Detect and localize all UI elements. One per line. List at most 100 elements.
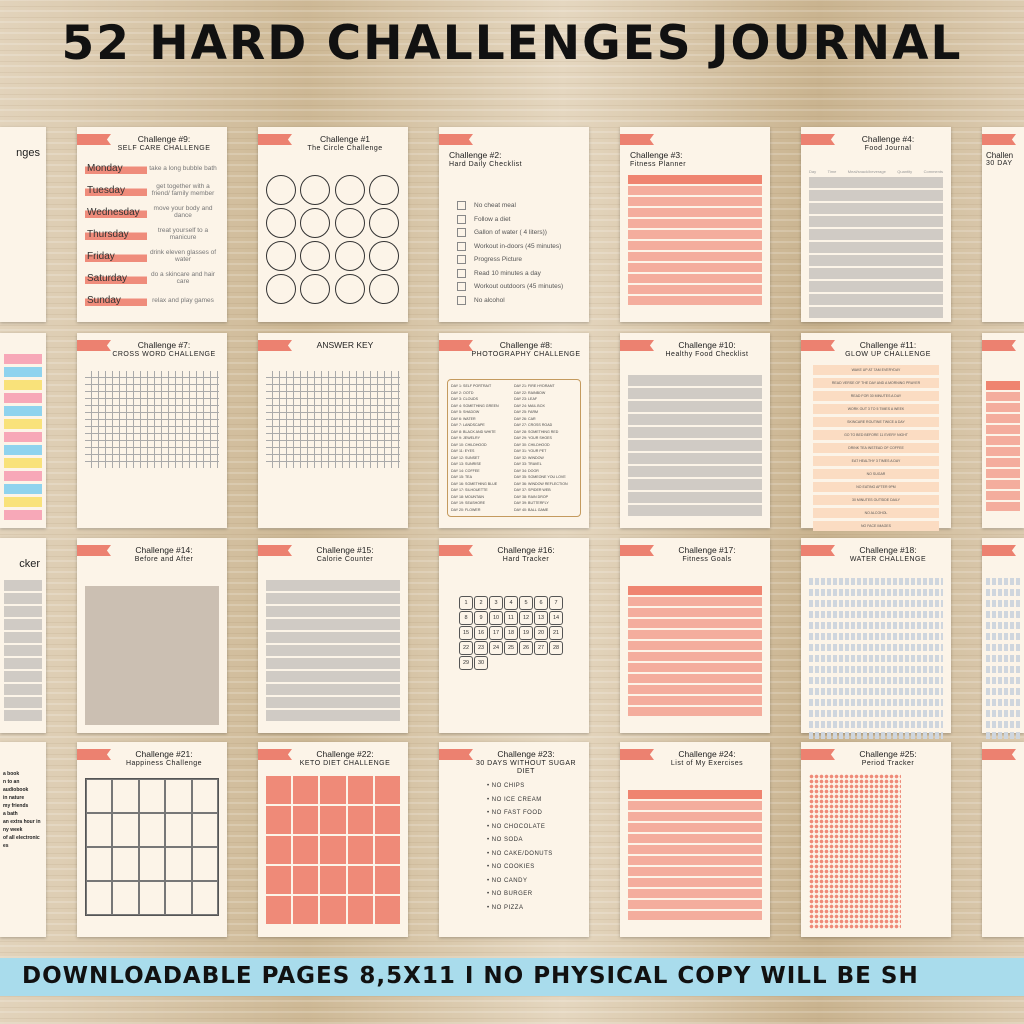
water-row: [809, 622, 943, 629]
day-label: Monday: [85, 162, 147, 174]
photo-item: DAY 16: SOMETHING BLUE: [451, 481, 498, 486]
ribbon-flag: [982, 340, 1016, 351]
journal-page[interactable]: [982, 333, 1024, 528]
glow-item: READ FOR 30 MINUTES A DAY: [813, 391, 939, 401]
happiness-cell: [86, 847, 113, 881]
photo-item: DAY 27: CROSS ROAD: [514, 423, 553, 427]
journal-page[interactable]: Challenge #14: Before and After: [77, 538, 227, 733]
day-row: Thursday treat yourself to a manicure: [85, 223, 219, 245]
photo-item: DAY 28: SOMETHING RED: [514, 429, 559, 434]
journal-page[interactable]: nges: [0, 127, 46, 322]
page-content: [85, 586, 219, 725]
journal-page[interactable]: Challen 30 DAY: [982, 127, 1024, 322]
column-header: Meal/snack/beverage: [847, 169, 886, 174]
hex-cell: 20: [534, 626, 548, 640]
page-content: [4, 580, 42, 725]
journal-page[interactable]: Challenge #7: CROSS WORD CHALLENGE: [77, 333, 227, 528]
journal-page[interactable]: Challenge #23: 30 DAYS WITHOUT SUGAR DIET…: [439, 742, 589, 937]
page-title: 52 HARD CHALLENGES JOURNAL: [61, 16, 963, 71]
table-row: [809, 294, 943, 305]
hex-cell: 22: [459, 641, 473, 655]
keto-cell: [266, 776, 292, 804]
table-row: [809, 268, 943, 279]
journal-page[interactable]: Challenge #8: PHOTOGRAPHY CHALLENGE DAY 1:…: [439, 333, 589, 528]
day-row: Saturday do a skincare and hair care: [85, 267, 219, 289]
happiness-grid: [85, 778, 219, 916]
keto-cell: [374, 836, 400, 864]
journal-page[interactable]: [982, 742, 1024, 937]
table-row: [986, 436, 1020, 445]
hex-cell: 11: [504, 611, 518, 625]
journal-page[interactable]: Challenge #16: Hard Tracker 1 2 3 4 5 6 7 8 9 10 11 1…: [439, 538, 589, 733]
page-title: Challenge #17: Fitness Goals: [620, 545, 770, 564]
table-row: [809, 281, 943, 292]
journal-page[interactable]: Challenge #21: Happiness Challenge: [77, 742, 227, 937]
hex-cell: 17: [489, 626, 503, 640]
photo-item: DAY 23: LEAF: [514, 397, 538, 401]
glow-item: GO TO BED BEFORE 11 EVERY NIGHT: [813, 430, 939, 440]
journal-page[interactable]: ANSWER KEY: [258, 333, 408, 528]
table-row: [266, 710, 400, 721]
page-title: ANSWER KEY: [316, 340, 374, 350]
journal-page[interactable]: a book n to an audiobook in nature my frien…: [0, 742, 46, 937]
table-row: [628, 707, 762, 716]
keto-cell: [293, 896, 319, 924]
table-row: [628, 889, 762, 898]
photo-item: DAY 25: FARM: [514, 410, 539, 414]
journal-page[interactable]: [982, 538, 1024, 739]
keto-cell: [320, 806, 346, 834]
ribbon-flag: [439, 749, 473, 760]
journal-page[interactable]: Challenge #2: Hard Daily Checklist No chea…: [439, 127, 589, 322]
happiness-cell: [191, 847, 218, 881]
hex-cell: 25: [504, 641, 518, 655]
activity-item: an extra hour in: [3, 819, 41, 825]
journal-page[interactable]: cker: [0, 538, 46, 733]
journal-page[interactable]: Challenge #1 The Circle Challenge: [258, 127, 408, 322]
table-row: [4, 593, 42, 604]
journal-page[interactable]: Challenge #25: Period Tracker: [801, 742, 951, 937]
day-label: Thursday: [85, 228, 147, 240]
table-row: [986, 403, 1020, 412]
sugar-item: NO CANDY: [487, 875, 581, 889]
table-row: [4, 684, 42, 695]
journal-page[interactable]: Challenge #15: Calorie Counter: [258, 538, 408, 733]
photo-item: DAY 24: MAIL BOX: [514, 403, 545, 408]
activity-list: a book n to an audiobook in nature my frien…: [3, 770, 44, 850]
table-row: [4, 632, 42, 643]
table-row: [628, 274, 762, 283]
photo-item: DAY 39: BUTTERFLY: [514, 501, 549, 505]
circle: [334, 241, 365, 271]
checklist-item: Progress Picture: [457, 253, 581, 267]
page-title: cker: [19, 558, 40, 570]
journal-page[interactable]: Challenge #22: KETO DIET CHALLENGE: [258, 742, 408, 937]
journal-page[interactable]: Challenge #24: List of My Exercises: [620, 742, 770, 937]
table-row: [628, 296, 762, 305]
ribbon-flag: [258, 340, 292, 351]
checklist-item: Workout in-doors (45 minutes): [457, 240, 581, 254]
water-row: [986, 666, 1020, 673]
journal-page[interactable]: Challenge #18: WATER CHALLENGE: [801, 538, 951, 739]
day-row: Monday take a long bubble bath: [85, 157, 219, 179]
table-row: [628, 427, 762, 438]
journal-page[interactable]: Challenge #10: Healthy Food Checklist: [620, 333, 770, 528]
journal-page[interactable]: Challenge #9: SELF CARE CHALLENGE Monday ta…: [77, 127, 227, 322]
table-row: [628, 388, 762, 399]
ribbon-flag: [982, 134, 1016, 145]
keto-cell: [374, 806, 400, 834]
ribbon-flag: [620, 545, 654, 556]
glow-item: WORK OUT 3 TO 5 TIMES A WEEK: [813, 404, 939, 414]
table-row: [266, 671, 400, 682]
page-content: NO CHIPSNO ICE CREAMNO FAST FOODNO CHOCO…: [447, 780, 581, 929]
journal-page[interactable]: Challenge #3: Fitness Planner: [620, 127, 770, 322]
table-row: [986, 414, 1020, 423]
journal-page[interactable]: Challenge #11: GLOW UP CHALLENGE WAKE UP A…: [801, 333, 951, 531]
journal-page[interactable]: [0, 333, 46, 528]
journal-page[interactable]: Challenge #17: Fitness Goals: [620, 538, 770, 733]
column-header: Time: [827, 169, 837, 174]
journal-page[interactable]: Challenge #4: Food Journal Day Time Meal/sna…: [801, 127, 951, 322]
day-row: Sunday relax and play games: [85, 289, 219, 311]
hex-cell: 15: [459, 626, 473, 640]
sugar-item: NO ICE CREAM: [487, 794, 581, 808]
ribbon-flag: [77, 749, 111, 760]
keto-cell: [293, 836, 319, 864]
